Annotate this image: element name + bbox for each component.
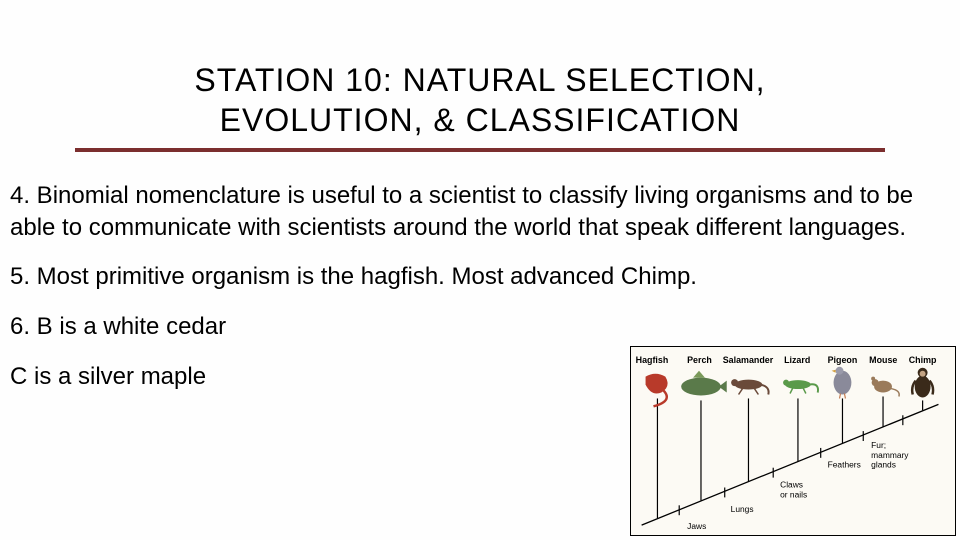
trait-jaws: Jaws	[687, 521, 706, 531]
branch-perch: Perch	[681, 355, 727, 501]
trait-claws: Claws or nails	[780, 480, 807, 500]
paragraph-5: 5. Most primitive organism is the hagfis…	[10, 261, 950, 293]
label-lizard: Lizard	[784, 355, 810, 365]
paragraph-6: 6. B is a white cedar	[10, 311, 950, 343]
branch-salamander: Salamander	[723, 355, 774, 482]
label-pigeon: Pigeon	[828, 355, 858, 365]
branch-mouse: Mouse	[869, 355, 899, 427]
branch-lizard: Lizard	[783, 355, 818, 462]
title-line-1: STATION 10: NATURAL SELECTION,	[194, 62, 765, 98]
trait-lungs: Lungs	[731, 504, 754, 514]
trait-fur: Fur; mammary glands	[871, 440, 911, 470]
cladogram-figure: Hagfish Perch Salamander	[630, 346, 956, 536]
paragraph-4: 4. Binomial nomenclature is useful to a …	[10, 180, 950, 243]
cladogram-svg: Hagfish Perch Salamander	[631, 347, 955, 535]
label-perch: Perch	[687, 355, 712, 365]
label-chimp: Chimp	[909, 355, 937, 365]
branch-hagfish: Hagfish	[636, 355, 669, 518]
trait-ticks	[679, 415, 903, 515]
trait-feathers: Feathers	[828, 460, 861, 470]
label-hagfish: Hagfish	[636, 355, 669, 365]
title-line-2: EVOLUTION, & CLASSIFICATION	[220, 102, 741, 138]
branch-chimp: Chimp	[909, 355, 937, 410]
branch-pigeon: Pigeon	[828, 355, 858, 443]
page-title: STATION 10: NATURAL SELECTION, EVOLUTION…	[40, 60, 920, 148]
title-block: STATION 10: NATURAL SELECTION, EVOLUTION…	[0, 0, 960, 152]
label-mouse: Mouse	[869, 355, 897, 365]
label-salamander: Salamander	[723, 355, 774, 365]
